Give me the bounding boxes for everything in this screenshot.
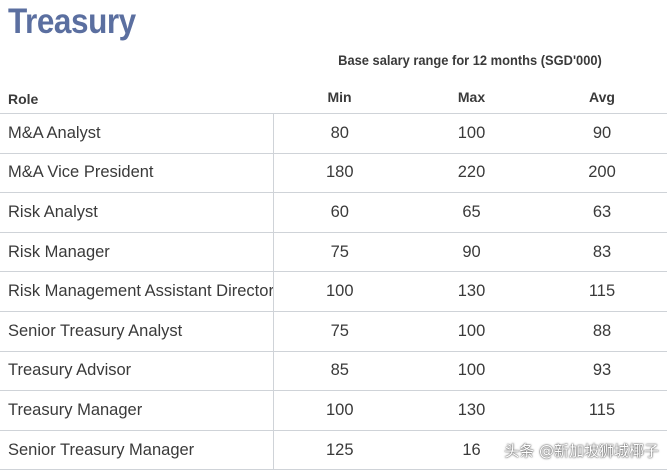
role-cell: M&A Analyst (0, 113, 274, 154)
max-cell: 100 (406, 351, 537, 392)
role-cell: Senior Treasury Manager (0, 430, 274, 471)
max-cell: 130 (406, 271, 537, 312)
table-row: M&A Vice President 180 220 200 (0, 153, 667, 194)
role-cell: Treasury Manager (0, 390, 274, 431)
min-cell: 80 (273, 113, 406, 154)
avg-cell: 63 (537, 192, 667, 233)
min-cell: 75 (273, 232, 406, 273)
max-cell: 16 (406, 430, 537, 471)
min-cell: 100 (273, 390, 406, 431)
page-title: Treasury (8, 2, 136, 41)
avg-cell (537, 430, 667, 471)
role-cell: Risk Manager (0, 232, 274, 273)
table-row: Risk Analyst 60 65 63 (0, 192, 667, 233)
table-row: Risk Management Assistant Director 100 1… (0, 271, 667, 312)
max-cell: 100 (406, 311, 537, 352)
avg-cell: 93 (537, 351, 667, 392)
table-row: Risk Manager 75 90 83 (0, 232, 667, 273)
column-header-max: Max (406, 81, 537, 114)
salary-table: Role Min Max Avg M&A Analyst 80 100 90 M… (0, 81, 667, 471)
avg-cell: 90 (537, 113, 667, 154)
avg-cell: 115 (537, 390, 667, 431)
min-cell: 75 (273, 311, 406, 352)
max-cell: 90 (406, 232, 537, 273)
max-cell: 130 (406, 390, 537, 431)
table-header-row: Role Min Max Avg (0, 81, 667, 114)
role-cell: Risk Analyst (0, 192, 274, 233)
table-row: Treasury Manager 100 130 115 (0, 390, 667, 431)
column-header-avg: Avg (537, 81, 667, 114)
avg-cell: 83 (537, 232, 667, 273)
max-cell: 100 (406, 113, 537, 154)
table-row: M&A Analyst 80 100 90 (0, 113, 667, 154)
max-cell: 220 (406, 153, 537, 194)
salary-range-caption: Base salary range for 12 months (SGD'000… (338, 52, 602, 68)
min-cell: 60 (273, 192, 406, 233)
min-cell: 125 (273, 430, 406, 471)
table-row: Senior Treasury Manager 125 16 (0, 430, 667, 471)
role-cell: Senior Treasury Analyst (0, 311, 274, 352)
avg-cell: 200 (537, 153, 667, 194)
column-header-role: Role (0, 81, 273, 114)
avg-cell: 115 (537, 271, 667, 312)
watermark-text: 头条 @新加坡狮城椰子 (504, 442, 659, 460)
avg-cell: 88 (537, 311, 667, 352)
role-cell: Risk Management Assistant Director (0, 271, 274, 312)
role-cell: Treasury Advisor (0, 351, 274, 392)
min-cell: 85 (273, 351, 406, 392)
min-cell: 100 (273, 271, 406, 312)
column-header-min: Min (273, 81, 406, 114)
max-cell: 65 (406, 192, 537, 233)
table-row: Treasury Advisor 85 100 93 (0, 351, 667, 392)
table-row: Senior Treasury Analyst 75 100 88 (0, 311, 667, 352)
min-cell: 180 (273, 153, 406, 194)
role-cell: M&A Vice President (0, 153, 274, 194)
